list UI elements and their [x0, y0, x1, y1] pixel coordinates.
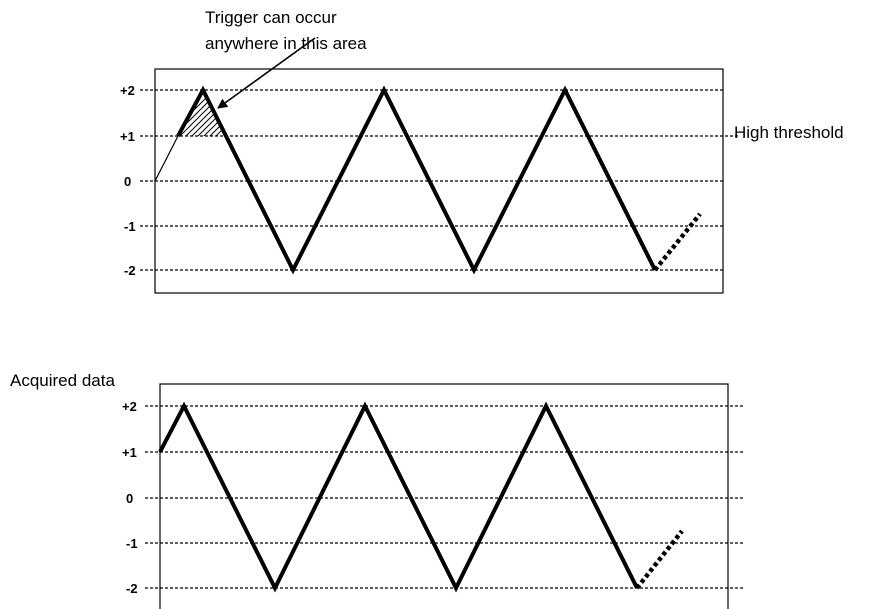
- annotation-line-2: anywhere in this area: [205, 34, 367, 53]
- top-wave-continuation: [653, 212, 702, 272]
- bottom-tick-plus1: +1: [122, 445, 137, 460]
- bottom-tick-plus2: +2: [122, 399, 137, 414]
- top-lead-in: [154, 135, 179, 182]
- bottom-plot: Acquired data +2 +1 0 -1 -2: [10, 371, 745, 609]
- top-tick-minus1: -1: [124, 219, 136, 234]
- top-plot: +2 +1 0 -1 -2 High threshold: [120, 68, 844, 294]
- top-triangle-wave: [176, 85, 657, 275]
- bottom-tick-minus2: -2: [126, 581, 138, 596]
- acquired-data-label: Acquired data: [10, 371, 115, 390]
- bottom-tick-zero: 0: [126, 491, 133, 506]
- annotation-arrow: [217, 37, 316, 109]
- annotation-line-1: Trigger can occur: [205, 8, 337, 27]
- top-tick-zero: 0: [124, 174, 131, 189]
- top-tick-plus2: +2: [120, 83, 135, 98]
- bottom-plot-frame: [159, 383, 729, 609]
- top-tick-plus1: +1: [120, 129, 135, 144]
- bottom-triangle-wave: [158, 401, 639, 593]
- top-tick-minus2: -2: [124, 263, 136, 278]
- bottom-wave-continuation: [635, 529, 684, 590]
- high-threshold-label: High threshold: [734, 123, 844, 142]
- bottom-tick-minus1: -1: [126, 536, 138, 551]
